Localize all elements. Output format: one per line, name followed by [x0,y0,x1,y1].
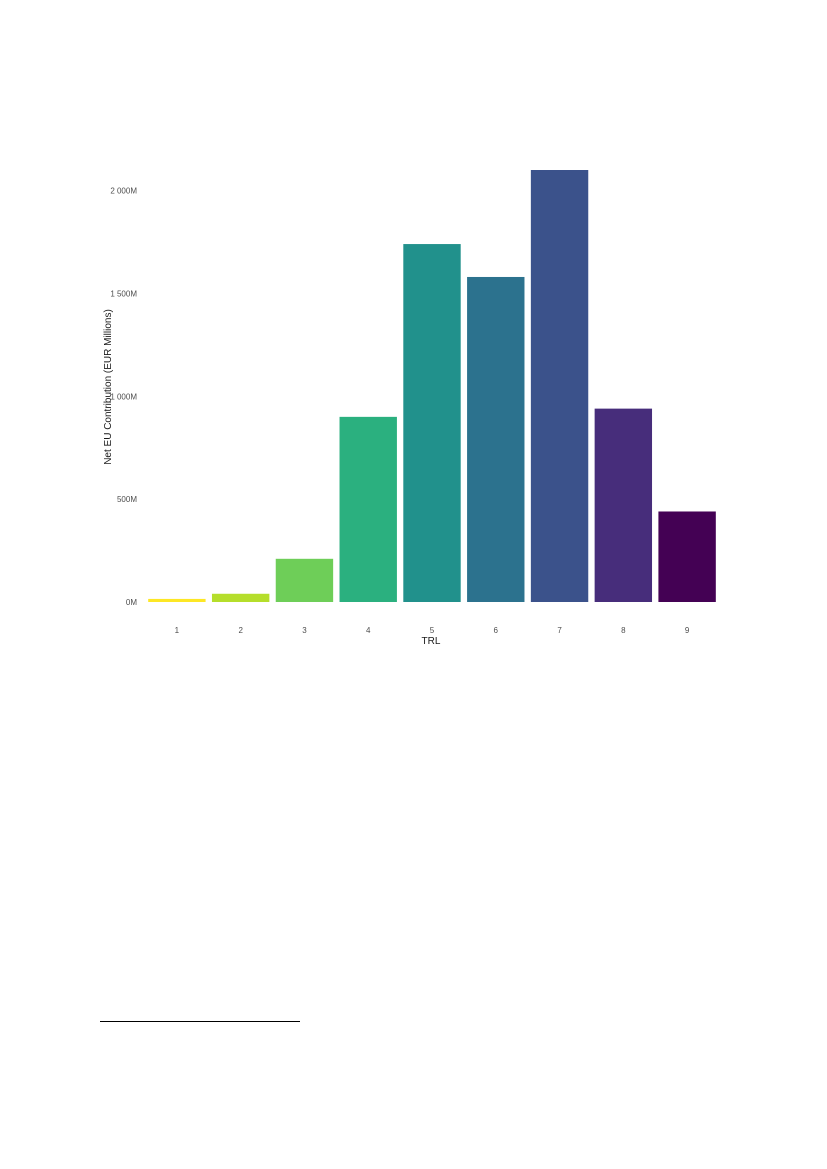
bar-chart: 0M 500M 1 000M 1 500M 2 000M 1 2 3 4 5 6 7 8 9 TRL N… [103,170,716,647]
y-tick-label: 1 500M [110,289,137,298]
x-tick-label: 3 [302,626,307,635]
bar-trl-6 [467,276,525,602]
x-tick-label: 4 [366,626,371,635]
x-tick-label: 8 [621,626,626,635]
bar-trl-5 [403,244,461,603]
x-tick-label: 1 [175,626,180,635]
footnote-separator [100,1021,300,1022]
bar-trl-8 [594,408,653,602]
x-tick-label: 9 [685,626,690,635]
y-axis-ticks: 0M 500M 1 000M 1 500M 2 000M [110,187,137,607]
x-tick-label: 6 [494,626,499,635]
bar-trl-9 [658,511,716,602]
bar-trl-1 [148,598,206,602]
x-tick-label: 2 [238,626,243,635]
x-axis-title: TRL [422,636,441,647]
y-axis-title: Net EU Contribution (EUR Millions) [103,309,114,465]
x-axis-ticks: 1 2 3 4 5 6 7 8 9 [175,626,690,635]
x-tick-label: 7 [557,626,562,635]
x-tick-label: 5 [430,626,435,635]
bar-trl-2 [211,593,270,602]
bar-trl-4 [339,416,397,602]
bar-trl-7 [530,170,589,602]
y-tick-label: 2 000M [110,187,137,196]
y-tick-label: 0M [126,598,137,607]
y-tick-label: 500M [117,495,137,504]
bar-trl-3 [275,558,334,602]
y-tick-label: 1 000M [110,392,137,401]
bars [148,170,716,603]
